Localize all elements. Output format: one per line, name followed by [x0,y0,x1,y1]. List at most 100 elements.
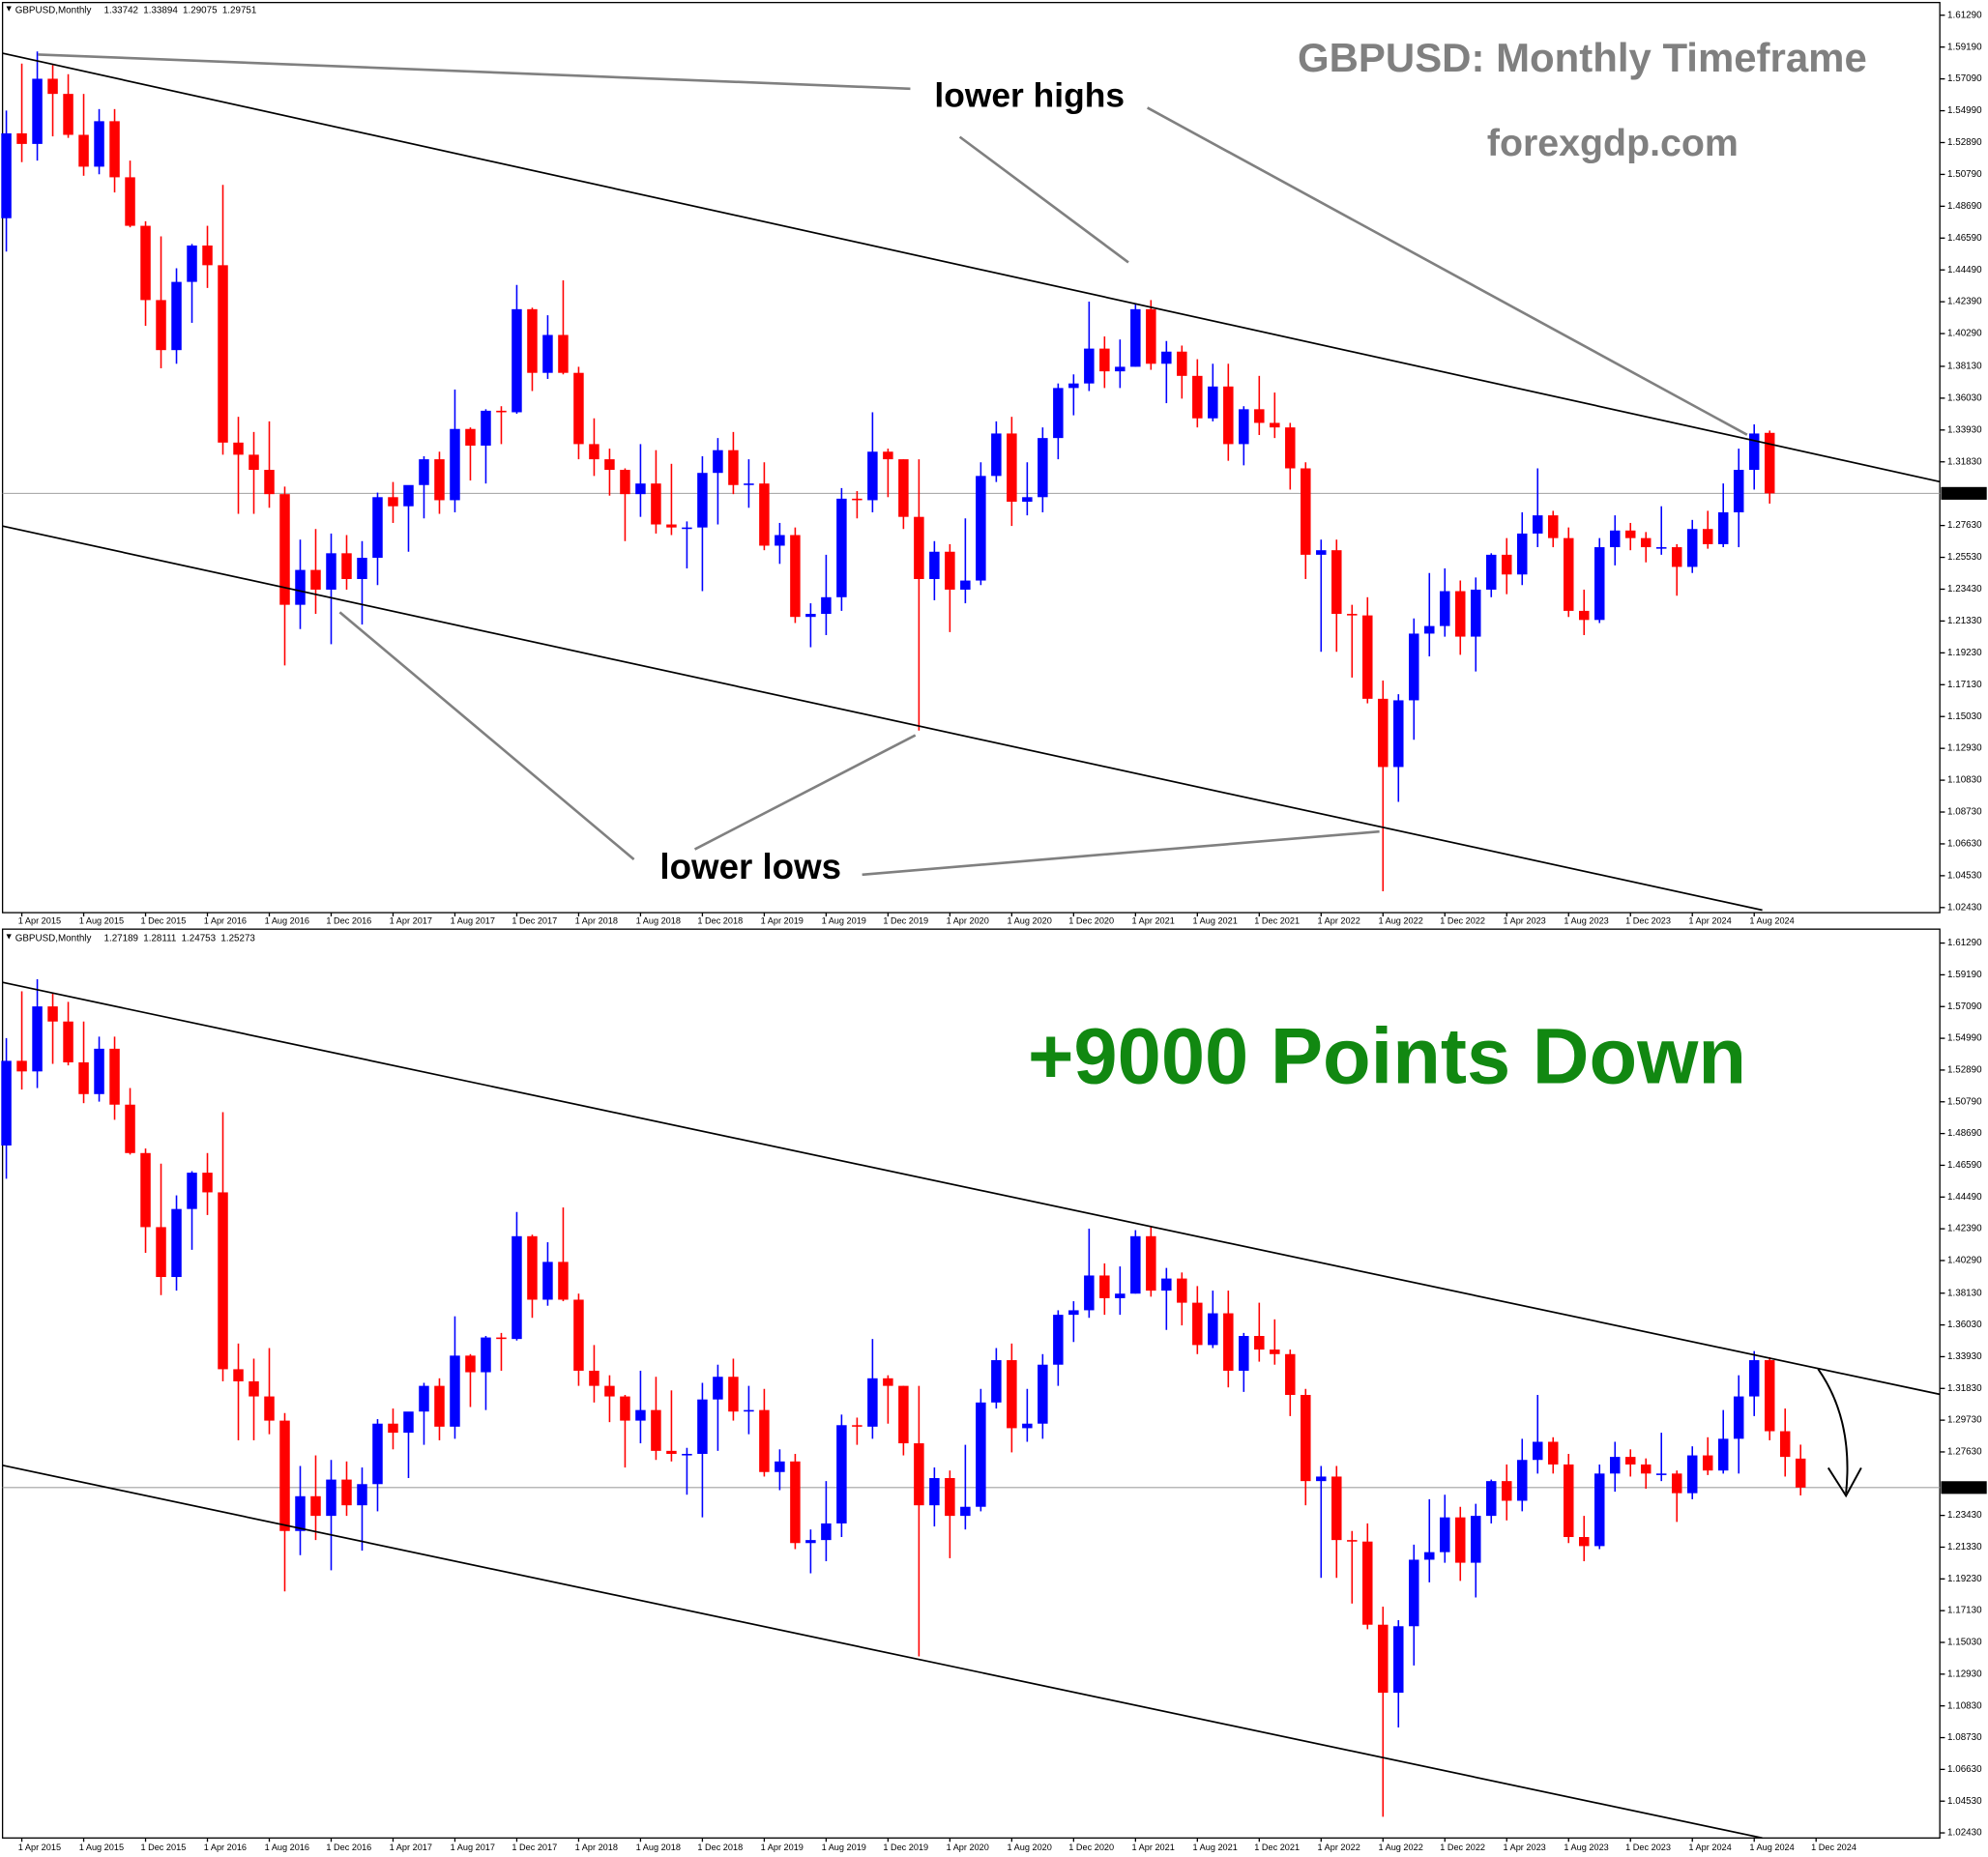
candle-body [1099,348,1110,372]
x-tick-label: 1 Apr 2015 [18,1842,61,1852]
candle-body [1795,1458,1806,1488]
candle-body [1192,375,1203,419]
x-tick-label: 1 Dec 2016 [326,916,371,926]
candle-body [1609,1457,1621,1474]
x-tick-label: 1 Aug 2022 [1378,1842,1422,1852]
candle-body [496,1337,507,1340]
candle-body [512,308,522,413]
y-tick-label: 1.42390 [1947,1224,1982,1234]
candle-body [310,1495,321,1517]
candle-body [1347,1540,1358,1542]
x-tick-label: 1 Dec 2018 [697,1842,743,1852]
candle-body [1362,1541,1373,1625]
x-tick-label: 1 Apr 2016 [204,916,247,926]
candle-body [16,132,27,144]
candle-body [109,121,120,178]
candle-body [1208,1313,1218,1346]
candle-body [140,1152,151,1228]
candle-body [419,459,429,485]
candle-body [1502,1481,1512,1501]
candle-body [805,614,816,618]
x-tick-label: 1 Dec 2024 [1811,1842,1856,1852]
candle-body [264,470,275,495]
candle-body [527,1235,538,1300]
header-value: 1.27189 [104,933,139,943]
candle-body [682,527,692,530]
candle-body [295,569,306,605]
x-tick-label: 1 Dec 2021 [1254,916,1300,926]
pointer-line [338,611,635,861]
candle-body [295,1495,306,1531]
candle-body [527,308,538,373]
candle-body [852,498,862,501]
candle-body [1362,615,1373,699]
x-tick-label: 1 Dec 2017 [512,1842,557,1852]
candle-body [1068,383,1079,389]
candle-body [1671,1473,1682,1494]
candle-body [589,444,599,460]
x-tick-label: 1 Dec 2022 [1440,1842,1485,1852]
x-tick-label: 1 Dec 2020 [1068,1842,1114,1852]
candle-body [233,442,244,455]
candle-body [790,1461,801,1544]
y-tick-label: 1.52890 [1947,1065,1982,1076]
candle-body [1702,529,1713,544]
y-tick-label: 1.54990 [1947,105,1982,116]
candle-body [1424,625,1435,634]
candle-body [202,245,213,266]
x-tick-label: 1 Aug 2016 [265,916,309,926]
candle-body [960,580,971,590]
candle-body [651,1409,661,1451]
candle-body [1733,470,1744,512]
candle-body [1223,386,1234,445]
y-tick-label: 1.50790 [1947,1096,1982,1107]
candle-body [32,1006,43,1072]
candle-body [1764,1360,1775,1432]
y-tick-label: 1.10830 [1947,1700,1982,1711]
candle-body [1424,1552,1435,1560]
header-value: 1.29075 [183,5,218,15]
x-tick-label: 1 Apr 2024 [1688,916,1731,926]
candle-body [1702,1455,1713,1471]
y-tick-label: 1.50790 [1947,169,1982,180]
candle-body [450,428,460,501]
candle-body [697,1399,708,1454]
candle-body [171,281,182,351]
candle-body [1764,432,1775,494]
candle-body [171,1208,182,1278]
x-tick-label: 1 Apr 2019 [761,1842,804,1852]
y-tick-label: 1.15030 [1947,1638,1982,1648]
x-tick-label: 1 Aug 2021 [1193,1842,1238,1852]
annotation: lower lows [659,847,841,886]
symbol: GBPUSD,Monthly [15,933,92,943]
candle-body [744,483,754,485]
x-tick-label: 1 Aug 2024 [1749,1842,1794,1852]
candle-body [821,1523,832,1541]
candle-body [1733,1396,1744,1439]
candle-body [635,1409,646,1421]
candle-body [1471,1516,1481,1563]
candle-body [326,1479,336,1517]
candle-body [1084,1275,1095,1311]
x-tick-label: 1 Aug 2024 [1749,916,1794,926]
candle-body [1393,700,1404,768]
candle-body [1779,1431,1791,1458]
x-tick-label: 1 Apr 2024 [1688,1842,1731,1852]
candle-body [1686,529,1698,567]
candle-body [1440,1517,1450,1552]
candle-body [883,1378,893,1386]
candle-body [187,245,197,282]
x-tick-label: 1 Dec 2019 [883,916,928,926]
price-label: 1.29751 [1944,488,1979,499]
candle-body [357,558,367,579]
candle-body [1270,422,1280,428]
y-tick-label: 1.06630 [1947,1764,1982,1775]
candle-body [883,451,893,460]
candle-body [1564,1464,1574,1538]
candle-body [372,497,383,559]
y-tick-label: 1.21330 [1947,1542,1982,1552]
candle-body [759,483,770,546]
candle-body [1331,1476,1342,1541]
y-tick-label: 1.17130 [1947,1606,1982,1616]
candle-body [821,596,832,615]
